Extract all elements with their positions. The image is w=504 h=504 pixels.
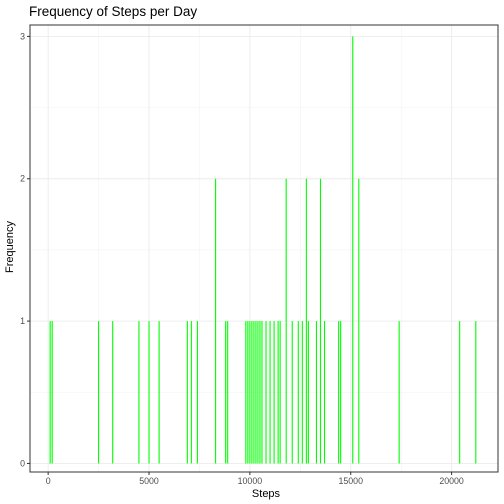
y-axis-title: Frequency <box>4 221 16 273</box>
y-tick-label: 1 <box>20 316 25 326</box>
x-axis-title: Steps <box>252 488 281 500</box>
y-tick-label: 3 <box>20 31 25 41</box>
x-tick-label: 15000 <box>339 476 364 486</box>
panel-border <box>29 24 499 473</box>
y-tick-label: 0 <box>20 458 25 468</box>
x-tick-label: 10000 <box>238 476 263 486</box>
x-tick-label: 5000 <box>139 476 159 486</box>
y-tick-label: 2 <box>20 174 25 184</box>
bars-layer <box>49 36 477 464</box>
chart-title: Frequency of Steps per Day <box>29 4 197 19</box>
x-tick-label: 0 <box>46 476 51 486</box>
axis-ticks: 0 5000 10000 15000 20000 0 1 2 3 <box>20 31 464 486</box>
x-tick-label: 20000 <box>439 476 464 486</box>
